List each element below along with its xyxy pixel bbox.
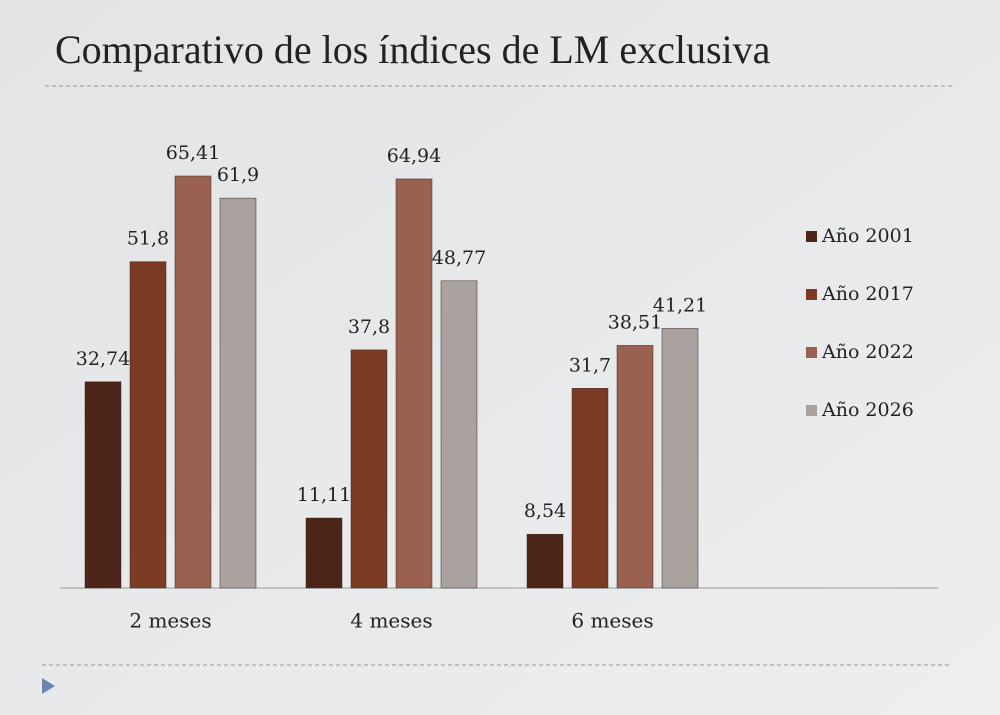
value-label: 51,8	[127, 228, 169, 250]
legend-swatch	[806, 231, 817, 242]
value-label: 48,77	[432, 247, 486, 269]
bar	[616, 345, 654, 589]
bar	[395, 178, 433, 589]
bar	[440, 280, 478, 589]
x-tick-label: 4 meses	[350, 609, 432, 633]
value-label: 37,8	[348, 316, 390, 338]
chart-title: Comparativo de los índices de LM exclusi…	[55, 27, 771, 72]
bar	[350, 349, 388, 589]
x-tick-label: 2 meses	[129, 609, 211, 633]
legend-swatch	[806, 405, 817, 416]
bar	[174, 175, 212, 589]
bar	[219, 197, 257, 589]
legend-label: Año 2001	[821, 225, 914, 247]
legend-swatch	[806, 289, 817, 300]
bar	[84, 381, 122, 589]
value-label: 32,74	[76, 348, 130, 370]
value-label: 31,7	[569, 354, 611, 376]
bar	[661, 328, 699, 589]
bar	[571, 388, 609, 589]
bar	[305, 517, 343, 589]
value-label: 41,21	[653, 294, 707, 316]
value-label: 64,94	[387, 145, 441, 167]
bar	[526, 533, 564, 589]
x-tick-label: 6 meses	[571, 609, 653, 633]
legend-swatch	[806, 347, 817, 358]
value-label: 8,54	[524, 500, 566, 522]
legend-label: Año 2022	[821, 341, 914, 363]
legend-label: Año 2017	[821, 283, 914, 305]
nav-arrow	[42, 678, 55, 694]
value-label: 38,51	[608, 311, 662, 333]
bar	[129, 261, 167, 589]
value-label: 11,11	[297, 484, 351, 506]
value-label: 65,41	[166, 142, 220, 164]
value-label: 61,9	[217, 164, 259, 186]
legend-label: Año 2026	[821, 399, 914, 421]
